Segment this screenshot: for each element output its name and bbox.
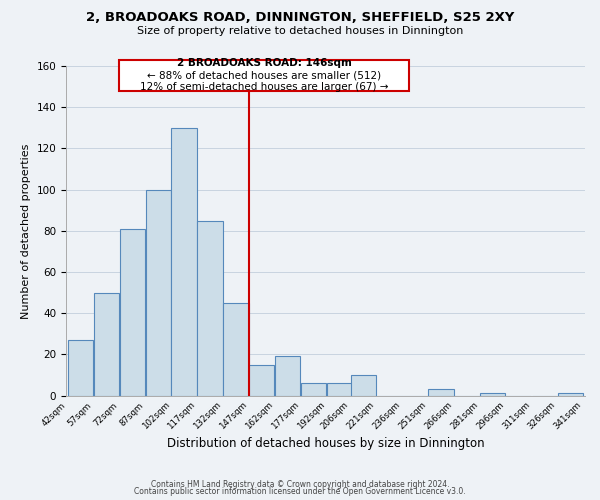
Bar [197,220,223,396]
FancyBboxPatch shape [119,60,409,91]
Bar [301,383,326,396]
Bar [94,292,119,396]
Bar [172,128,197,396]
Text: ← 88% of detached houses are smaller (512): ← 88% of detached houses are smaller (51… [147,70,382,81]
Bar [249,364,274,396]
Bar [326,383,352,396]
Bar [428,390,454,396]
Bar [68,340,94,396]
Y-axis label: Number of detached properties: Number of detached properties [21,143,31,318]
Text: 12% of semi-detached houses are larger (67) →: 12% of semi-detached houses are larger (… [140,82,389,92]
Text: 2 BROADOAKS ROAD: 146sqm: 2 BROADOAKS ROAD: 146sqm [177,58,352,68]
Text: 2, BROADOAKS ROAD, DINNINGTON, SHEFFIELD, S25 2XY: 2, BROADOAKS ROAD, DINNINGTON, SHEFFIELD… [86,11,514,24]
Bar [557,394,583,396]
Bar [120,229,145,396]
Text: Size of property relative to detached houses in Dinnington: Size of property relative to detached ho… [137,26,463,36]
Bar [351,375,376,396]
X-axis label: Distribution of detached houses by size in Dinnington: Distribution of detached houses by size … [167,437,484,450]
Bar [223,303,248,396]
Bar [146,190,171,396]
Bar [275,356,300,396]
Bar [480,394,505,396]
Text: Contains HM Land Registry data © Crown copyright and database right 2024.: Contains HM Land Registry data © Crown c… [151,480,449,489]
Text: Contains public sector information licensed under the Open Government Licence v3: Contains public sector information licen… [134,488,466,496]
